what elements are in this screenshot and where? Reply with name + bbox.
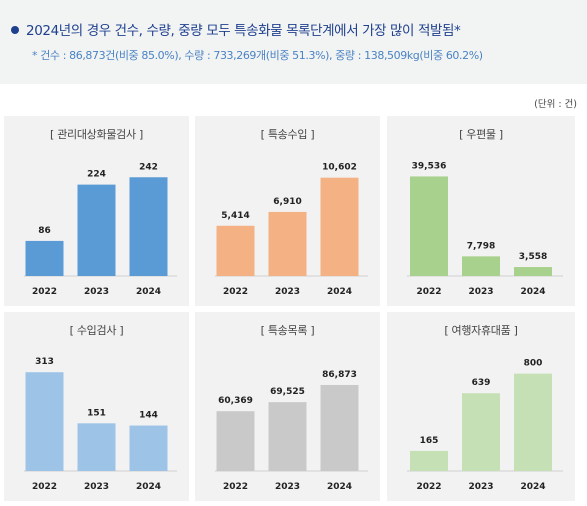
chart-panel-5: [ 여행자휴대품 ] 165 2022 639 2023 800 2024	[387, 312, 575, 501]
bar-chart: 39,536 2022 7,798 2023 3,558 2024	[407, 161, 563, 297]
data-label: 10,602	[322, 163, 357, 173]
bar	[462, 393, 500, 471]
chart-title: [ 관리대상화물검사 ]	[50, 128, 143, 141]
bar-chart: 165 2022 639 2023 800 2024	[407, 359, 563, 492]
data-label: 165	[420, 436, 439, 446]
x-tick-label: 2024	[136, 287, 161, 297]
x-tick-label: 2023	[84, 287, 109, 297]
data-label: 242	[139, 162, 158, 172]
data-label: 5,414	[221, 211, 249, 221]
chart-title: [ 수입검사 ]	[69, 324, 124, 337]
chart-title: [ 특송수입 ]	[260, 128, 315, 141]
data-label: 7,798	[467, 241, 495, 251]
x-tick-label: 2022	[416, 287, 441, 297]
data-label: 6,910	[273, 197, 301, 207]
chart-title: [ 여행자휴대품 ]	[444, 324, 518, 337]
unit-label: (단위 : 건)	[534, 99, 577, 110]
bar	[268, 402, 307, 471]
bar	[77, 184, 116, 276]
data-label: 39,536	[412, 161, 447, 171]
x-tick-label: 2024	[520, 287, 545, 297]
x-tick-label: 2022	[32, 482, 57, 492]
bar	[410, 450, 448, 471]
data-label: 144	[139, 411, 158, 421]
chart-title: [ 특송목록 ]	[260, 324, 315, 337]
x-tick-label: 2023	[468, 287, 493, 297]
x-tick-label: 2023	[275, 482, 300, 492]
chart-title: [ 우편물 ]	[459, 128, 503, 141]
x-tick-label: 2024	[136, 482, 161, 492]
bar	[129, 177, 168, 276]
data-label: 313	[35, 357, 54, 367]
x-tick-label: 2024	[520, 482, 545, 492]
bar	[216, 225, 255, 276]
x-tick-label: 2023	[84, 482, 109, 492]
bar	[77, 423, 116, 471]
bar	[514, 267, 552, 276]
data-label: 800	[524, 359, 543, 369]
x-tick-label: 2022	[32, 287, 57, 297]
x-tick-label: 2024	[327, 287, 352, 297]
bar	[320, 384, 359, 471]
chart-panel-0: [ 관리대상화물검사 ] 86 2022 224 2023 242 2024	[4, 116, 189, 306]
data-label: 86	[38, 226, 51, 236]
headline: 2024년의 경우 건수, 수량, 중량 모두 특송화물 목록단계에서 가장 많…	[26, 23, 461, 39]
bar	[129, 425, 168, 471]
bullet-icon	[11, 26, 19, 34]
chart-panel-1: [ 특송수입 ] 5,414 2022 6,910 2023 10,602 2024	[195, 116, 380, 306]
chart-panel-4: [ 특송목록 ] 60,369 2022 69,525 2023 86,873 2024	[195, 312, 380, 501]
x-tick-label: 2024	[327, 482, 352, 492]
x-tick-label: 2022	[223, 482, 248, 492]
x-tick-label: 2022	[416, 482, 441, 492]
bar	[268, 211, 307, 276]
bar	[462, 256, 500, 276]
data-label: 60,369	[218, 396, 253, 406]
summary-header: 2024년의 경우 건수, 수량, 중량 모두 특송화물 목록단계에서 가장 많…	[0, 0, 587, 84]
x-tick-label: 2023	[275, 287, 300, 297]
chart-panel-3: [ 수입검사 ] 313 2022 151 2023 144 2024	[4, 312, 189, 501]
bar	[25, 372, 64, 471]
bar	[320, 177, 359, 276]
bar	[25, 240, 64, 276]
data-label: 639	[472, 378, 491, 388]
footnote: * 건수 : 86,873건(비중 85.0%), 수량 : 733,269개(…	[32, 49, 483, 62]
bar-chart: 313 2022 151 2023 144 2024	[24, 357, 177, 492]
data-label: 3,558	[519, 252, 547, 262]
x-tick-label: 2022	[223, 287, 248, 297]
data-label: 86,873	[322, 370, 357, 380]
bar-chart: 86 2022 224 2023 242 2024	[24, 162, 177, 297]
data-label: 69,525	[270, 387, 305, 397]
bar-chart: 60,369 2022 69,525 2023 86,873 2024	[215, 370, 368, 492]
bar-chart: 5,414 2022 6,910 2023 10,602 2024	[215, 163, 368, 297]
bar	[410, 176, 448, 276]
data-label: 224	[87, 170, 106, 180]
chart-panel-2: [ 우편물 ] 39,536 2022 7,798 2023 3,558 2024	[387, 116, 575, 306]
data-label: 151	[87, 408, 106, 418]
x-tick-label: 2023	[468, 482, 493, 492]
bar	[216, 411, 255, 471]
bar	[514, 373, 552, 471]
